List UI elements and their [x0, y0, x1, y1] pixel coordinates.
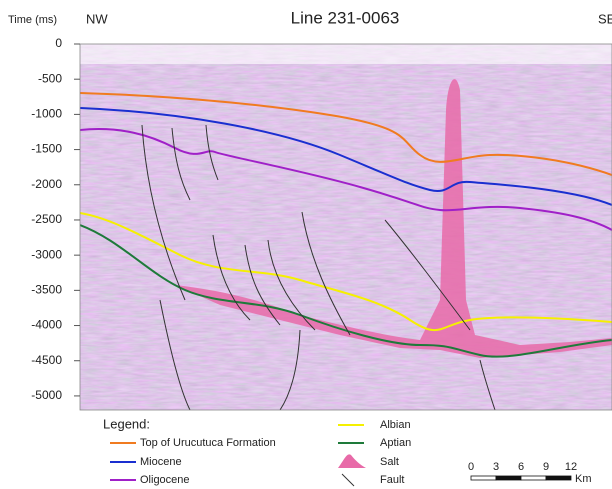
y-tick-label: -500: [38, 71, 62, 85]
y-tick-label: -1000: [31, 107, 62, 121]
scale-label: 12: [565, 461, 577, 473]
fault: [159, 299, 191, 410]
y-tick-label: -4000: [31, 318, 62, 332]
fault: [244, 244, 281, 326]
title: Line 231-0063: [291, 8, 400, 27]
fault: [301, 211, 351, 336]
legend: Legend: Top of Urucutuca Formation Miocen…: [103, 416, 411, 487]
y-tick-label: -2000: [31, 177, 62, 191]
legend-label: Oligocene: [140, 474, 190, 486]
scale-segment: [545, 475, 572, 481]
horizon: [80, 128, 612, 231]
y-tick-label: -1500: [31, 142, 62, 156]
y-tick-label: -5000: [31, 388, 62, 402]
scale-label: 3: [493, 461, 499, 473]
fault: [212, 234, 251, 321]
fault: [479, 359, 496, 410]
fault: [141, 124, 186, 301]
direction-right: SE: [598, 11, 612, 26]
scale-label: 6: [518, 461, 524, 473]
fault: [205, 124, 219, 181]
legend-title: Legend:: [103, 416, 150, 431]
fault: [171, 127, 191, 201]
scale-segment: [520, 475, 547, 481]
section: [80, 44, 612, 410]
scale-label: 9: [543, 461, 549, 473]
horizon: [80, 224, 612, 358]
legend-label: Salt: [380, 456, 399, 468]
scale-segment: [495, 475, 522, 481]
horizon: [80, 92, 612, 176]
axis: 0 -500 -1000 -1500 -2000 -2500 -3000 -3500 -4000…: [31, 36, 80, 402]
horizon: [80, 107, 612, 206]
legend-label: Fault: [380, 474, 404, 486]
legend-label: Miocene: [140, 456, 182, 468]
fault: [279, 329, 301, 410]
y-tick-label: -3500: [31, 283, 62, 297]
y-tick-label: 0: [55, 36, 62, 50]
direction-left: NW: [86, 11, 108, 26]
fault: [384, 219, 471, 331]
scale-unit: Km: [575, 473, 592, 485]
y-tick-label: -3000: [31, 247, 62, 261]
legend-label: Aptian: [380, 437, 411, 449]
legend-swatch: [341, 473, 355, 487]
scale-label: 0: [468, 461, 474, 473]
legend-swatch: [338, 454, 366, 468]
scale-segment: [470, 475, 497, 481]
axis-label: Time (ms): [8, 14, 57, 26]
y-tick-label: -4500: [31, 353, 62, 367]
legend-label: Top of Urucutuca Formation: [140, 437, 276, 449]
y-tick-label: -2500: [31, 212, 62, 226]
legend-label: Albian: [380, 419, 411, 431]
fault: [267, 239, 316, 331]
horizon: [80, 212, 612, 332]
